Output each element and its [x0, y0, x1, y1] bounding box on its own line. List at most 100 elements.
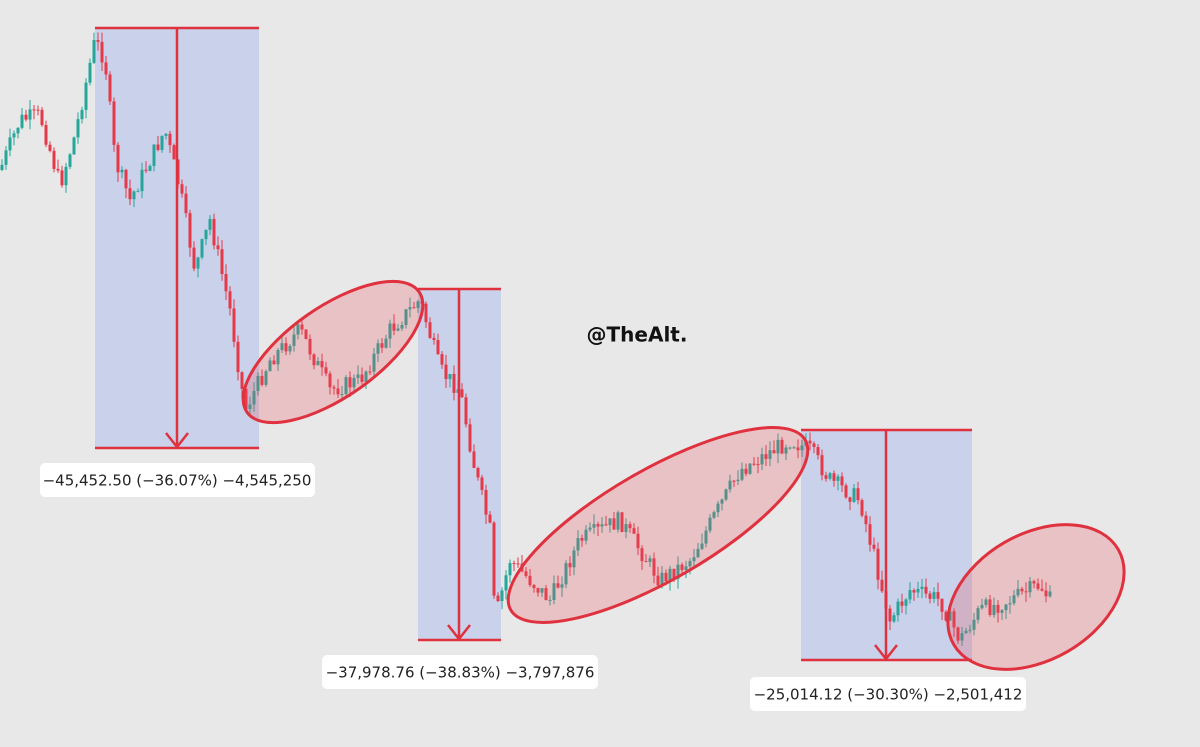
candle-body: [424, 303, 428, 323]
candle-body: [404, 309, 408, 325]
candle-body: [588, 527, 592, 530]
candle-body: [464, 397, 468, 425]
candle-body: [212, 218, 216, 246]
candle-body: [248, 404, 252, 409]
candle-body: [704, 530, 708, 544]
candle-body: [380, 343, 384, 348]
candle-body: [480, 477, 484, 491]
candle-body: [272, 360, 276, 365]
candle-body: [580, 538, 584, 541]
candle-body: [692, 557, 696, 562]
candle-body: [696, 548, 700, 558]
candle-body: [400, 324, 404, 329]
candle-body: [784, 447, 788, 454]
candle-body: [584, 529, 588, 541]
measure-arrow: [418, 287, 501, 642]
candle-body: [1004, 604, 1008, 611]
candle-body: [864, 515, 868, 525]
candle-body: [296, 324, 300, 335]
candle-body: [1016, 588, 1020, 596]
candle-body: [540, 588, 544, 593]
candle-body: [204, 229, 208, 240]
candle-body: [552, 583, 556, 600]
candle-body: [360, 374, 364, 382]
candle-body: [744, 468, 748, 474]
candle-body: [280, 343, 284, 351]
candle-body: [944, 611, 948, 621]
candle-body: [900, 601, 904, 606]
candle-body: [536, 588, 540, 593]
candle-body: [240, 372, 244, 389]
candle-body: [1028, 581, 1032, 593]
candle-body: [432, 337, 436, 341]
candle-body: [776, 439, 780, 454]
candle-body: [72, 137, 76, 155]
candle-body: [516, 563, 520, 565]
candle-body: [304, 329, 308, 339]
candle-body: [976, 608, 980, 620]
candle-body: [660, 572, 664, 586]
candle-body: [160, 135, 164, 150]
candle-body: [112, 101, 116, 145]
candle-body: [116, 144, 120, 173]
candle-body: [632, 528, 636, 534]
candle-body: [1008, 603, 1012, 605]
candle-body: [752, 463, 756, 465]
candle-body: [672, 568, 676, 579]
candle-body: [192, 247, 196, 269]
candle-body: [640, 548, 644, 562]
candle-body: [664, 572, 668, 582]
candle-body: [84, 82, 88, 110]
candle-body: [60, 170, 64, 186]
candle-body: [228, 291, 232, 309]
candle-body: [344, 377, 348, 395]
candle-body: [440, 354, 444, 365]
candle-body: [48, 144, 52, 151]
candle-body: [828, 473, 832, 479]
highlight-ellipse: [946, 523, 1126, 671]
candle-body: [604, 524, 608, 526]
candle-body: [36, 109, 40, 111]
candle-body: [408, 307, 412, 310]
candle-body: [832, 473, 836, 481]
candle-body: [708, 517, 712, 531]
candle-body: [876, 548, 880, 580]
candle-body: [952, 611, 956, 628]
measure-label: −25,014.12 (−30.30%) −2,501,412: [750, 677, 1026, 711]
candle-body: [960, 633, 964, 641]
candle-body: [104, 62, 108, 75]
candle-body: [788, 447, 792, 449]
label-box: [750, 677, 1026, 711]
candle-body: [144, 169, 148, 171]
candle-body: [492, 522, 496, 596]
candle-body: [700, 543, 704, 549]
candle-body: [996, 604, 1000, 613]
candle-body: [800, 445, 804, 451]
candle-body: [376, 343, 380, 354]
watermark: @TheAlt.: [587, 323, 688, 347]
candle-body: [164, 133, 168, 136]
candle-body: [628, 524, 632, 529]
candle-body: [416, 301, 420, 309]
candle-body: [436, 340, 440, 355]
candle-body: [52, 150, 56, 169]
candle-body: [32, 109, 36, 111]
candle-body: [936, 592, 940, 599]
candle-body: [316, 361, 320, 366]
candle-body: [992, 604, 996, 615]
candle-body: [988, 599, 992, 615]
highlight-ellipse: [241, 279, 425, 425]
candle-body: [684, 566, 688, 571]
candle-body: [168, 133, 172, 146]
candle-body: [980, 604, 984, 609]
candle-body: [756, 464, 760, 466]
candle-body: [184, 193, 188, 214]
candle-body: [608, 518, 612, 526]
candle-body: [292, 334, 296, 346]
candle-body: [120, 169, 124, 173]
candle-body: [452, 374, 456, 393]
candle-body: [816, 447, 820, 456]
candle-body: [68, 154, 72, 167]
candle-body: [12, 133, 16, 138]
candle-body: [716, 503, 720, 513]
